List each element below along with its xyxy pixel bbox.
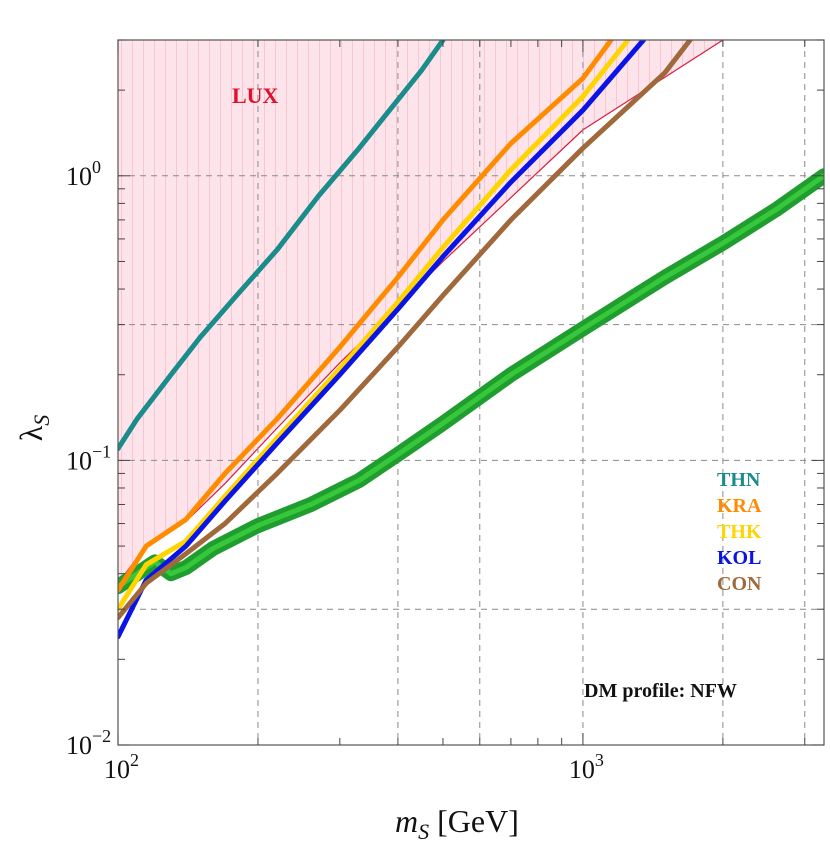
dm-profile-annotation: DM profile: NFW	[584, 680, 737, 702]
y-axis-label-sub: S	[29, 415, 54, 426]
y-tick-label-exp: 0	[92, 157, 101, 177]
series-line-con	[118, 40, 693, 621]
legend: THN KRA THK KOL CON	[717, 469, 762, 595]
y-tick-label-exp: −2	[92, 726, 111, 746]
y-axis-label-var: λ	[13, 425, 49, 441]
series-line-kol	[118, 40, 646, 640]
x-tick-label-base: 10	[569, 755, 595, 784]
series-group	[118, 40, 693, 640]
plot-area	[118, 40, 824, 745]
series-line-thn	[118, 40, 446, 452]
plot-frame	[117, 39, 825, 746]
y-tick-label-base: 10	[66, 731, 92, 760]
y-tick-label: 10−1	[66, 441, 111, 475]
lux-excluded-region	[118, 40, 723, 584]
y-tick-label: 100	[66, 157, 101, 191]
legend-entry-thn: THN	[717, 469, 761, 491]
legend-entry-thk: THK	[717, 521, 762, 543]
x-axis-label-rest: [GeV]	[429, 803, 519, 839]
legend-entry-con: CON	[717, 573, 762, 595]
legend-entry-kra: KRA	[717, 495, 762, 517]
x-tick-label-base: 10	[104, 755, 130, 784]
y-tick-label-exp: −1	[92, 441, 111, 461]
x-axis-label-sub: S	[418, 819, 429, 842]
x-tick-label-exp: 3	[595, 750, 604, 770]
series-line-kra	[118, 40, 614, 593]
y-tick-label-base: 10	[66, 162, 92, 191]
legend-entry-kol: KOL	[717, 547, 761, 569]
x-axis-label-var: m	[395, 803, 418, 839]
grid	[118, 40, 824, 745]
series-line-thk	[118, 40, 631, 612]
lux-label: LUX	[232, 83, 279, 108]
x-axis-label: mS [GeV]	[395, 803, 519, 842]
y-tick-label: 10−2	[66, 726, 111, 760]
y-axis-label: λS	[13, 415, 54, 442]
y-tick-label-base: 10	[66, 446, 92, 475]
x-tick-label: 103	[569, 750, 604, 784]
x-tick-label-exp: 2	[130, 750, 139, 770]
x-tick-label: 102	[104, 750, 139, 784]
